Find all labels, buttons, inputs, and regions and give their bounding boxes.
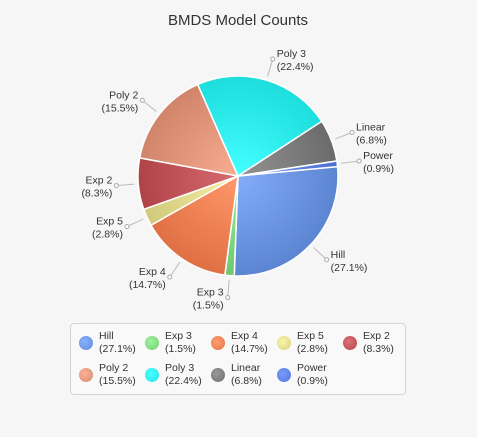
chart-title: BMDS Model Counts bbox=[168, 12, 308, 29]
leader-dot bbox=[139, 97, 145, 103]
legend: Hill (27.1%) Exp 3 (1.5%) Exp 4 (14.7%) Exp 5(… bbox=[70, 323, 406, 395]
legend-swatch bbox=[277, 336, 291, 350]
pie-slice-poly-2[interactable] bbox=[138, 83, 240, 177]
slice-label-name: Poly 2 bbox=[109, 89, 138, 101]
slice-label-name: Exp 4 bbox=[139, 266, 166, 278]
legend-swatch bbox=[211, 368, 225, 382]
leader-dot bbox=[349, 130, 355, 136]
leader-dot bbox=[324, 257, 330, 263]
leader-line bbox=[141, 99, 157, 112]
legend-label: Hill (27.1%) bbox=[99, 330, 136, 355]
legend-item-poly-2[interactable]: Poly 2 (15.5%) bbox=[73, 360, 141, 390]
leader-dot bbox=[167, 274, 173, 280]
legend-swatch bbox=[145, 368, 159, 382]
leader-dot bbox=[270, 56, 276, 62]
slice-label-percent: (2.8%) bbox=[92, 229, 123, 241]
pie-slice-exp-4[interactable] bbox=[149, 174, 239, 276]
legend-label: Exp 4 (14.7%) bbox=[231, 330, 268, 355]
pie-slice-poly-3[interactable] bbox=[196, 75, 323, 178]
legend-swatch bbox=[145, 336, 159, 350]
slice-label-name: Power bbox=[363, 150, 393, 162]
leader-dot bbox=[225, 295, 231, 301]
leader-dot bbox=[124, 224, 130, 230]
slice-label-percent: (1.5%) bbox=[193, 300, 224, 312]
legend-swatch bbox=[211, 336, 225, 350]
slice-label-percent: (27.1%) bbox=[331, 262, 368, 274]
pie-slices bbox=[137, 75, 339, 277]
legend-swatch bbox=[277, 368, 291, 382]
slice-label-name: Linear bbox=[356, 122, 386, 134]
leader-line bbox=[126, 218, 144, 228]
slice-label-name: Exp 2 bbox=[86, 175, 113, 187]
slice-label-percent: (8.3%) bbox=[81, 188, 112, 200]
slice-labels: Hill(27.1%)Exp 3(1.5%)Exp 4(14.7%)Exp 5(… bbox=[81, 48, 394, 312]
legend-item-poly-3[interactable]: Poly 3 (22.4%) bbox=[139, 360, 207, 390]
legend-label: Exp 3 (1.5%) bbox=[165, 330, 196, 355]
pie-slice-hill[interactable] bbox=[233, 165, 339, 277]
slice-label-name: Poly 3 bbox=[277, 48, 306, 60]
leader-line bbox=[227, 279, 230, 298]
legend-label: Poly 2 (15.5%) bbox=[99, 362, 136, 387]
slice-label-percent: (0.9%) bbox=[363, 163, 394, 175]
leader-line bbox=[341, 160, 360, 164]
leader-line bbox=[267, 58, 274, 77]
slice-label-name: Exp 3 bbox=[197, 287, 224, 299]
slice-label-percent: (15.5%) bbox=[102, 102, 139, 114]
slice-label-name: Hill bbox=[331, 249, 346, 261]
legend-item-exp-5[interactable]: Exp 5 (2.8%) bbox=[271, 328, 339, 358]
leader-line bbox=[169, 261, 181, 278]
slice-label-name: Exp 5 bbox=[96, 216, 123, 228]
leader-dot bbox=[356, 158, 362, 164]
legend-item-exp-4[interactable]: Exp 4 (14.7%) bbox=[205, 328, 273, 358]
leader-dot bbox=[113, 183, 119, 189]
slice-label-percent: (14.7%) bbox=[129, 279, 166, 291]
legend-label: Exp 2 (8.3%) bbox=[363, 330, 394, 355]
leader-line bbox=[334, 132, 353, 140]
legend-swatch bbox=[79, 368, 93, 382]
legend-item-exp-2[interactable]: Exp 2 (8.3%) bbox=[337, 328, 405, 358]
legend-item-linear[interactable]: Linear (6.8%) bbox=[205, 360, 273, 390]
legend-label: Power (0.9%) bbox=[297, 362, 328, 387]
legend-label: Poly 3 (22.4%) bbox=[165, 362, 202, 387]
legend-swatch bbox=[79, 336, 93, 350]
legend-label: Linear (6.8%) bbox=[231, 362, 262, 387]
legend-item-exp-3[interactable]: Exp 3 (1.5%) bbox=[139, 328, 207, 358]
slice-label-percent: (6.8%) bbox=[356, 135, 387, 147]
leader-line bbox=[313, 247, 328, 261]
legend-item-hill[interactable]: Hill (27.1%) bbox=[73, 328, 141, 358]
legend-label: Exp 5 (2.8%) bbox=[297, 330, 328, 355]
legend-swatch bbox=[343, 336, 357, 350]
legend-item-power[interactable]: Power (0.9%) bbox=[271, 360, 339, 390]
slice-label-percent: (22.4%) bbox=[277, 61, 314, 73]
leader-line bbox=[116, 183, 135, 187]
pie-slice-power[interactable] bbox=[237, 160, 339, 177]
